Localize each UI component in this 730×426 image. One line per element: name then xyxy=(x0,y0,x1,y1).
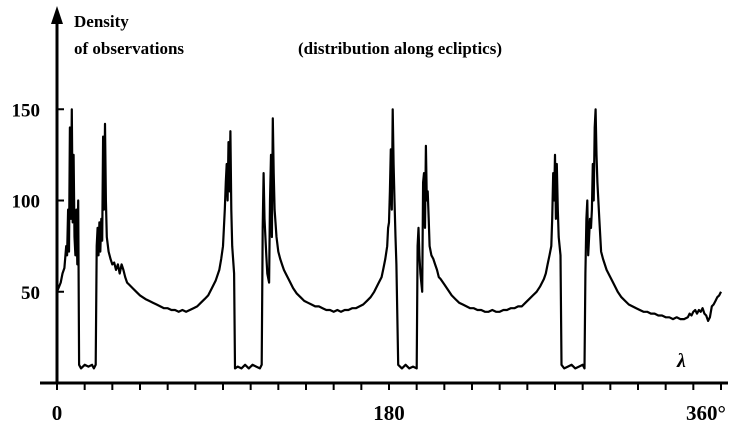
x-axis-label: λ xyxy=(676,350,686,372)
y-tick-label: 50 xyxy=(21,283,40,304)
y-axis-label-line2: of observations xyxy=(74,39,184,58)
chart-title: (distribution along ecliptics) xyxy=(298,39,502,58)
y-axis-arrow xyxy=(51,6,63,24)
y-ticks: 50 100 150 xyxy=(12,100,64,304)
x-tick-label: 180 xyxy=(373,401,405,425)
axes xyxy=(40,6,728,385)
series-line xyxy=(55,108,722,370)
y-axis-label-line1: Density xyxy=(74,12,129,31)
x-tick-label: 0 xyxy=(52,401,63,425)
y-tick-label: 100 xyxy=(12,192,41,213)
x-ticks: 0 180 360° xyxy=(52,383,726,425)
y-tick-label: 150 xyxy=(12,100,41,121)
x-tick-label: 360° xyxy=(686,401,726,425)
